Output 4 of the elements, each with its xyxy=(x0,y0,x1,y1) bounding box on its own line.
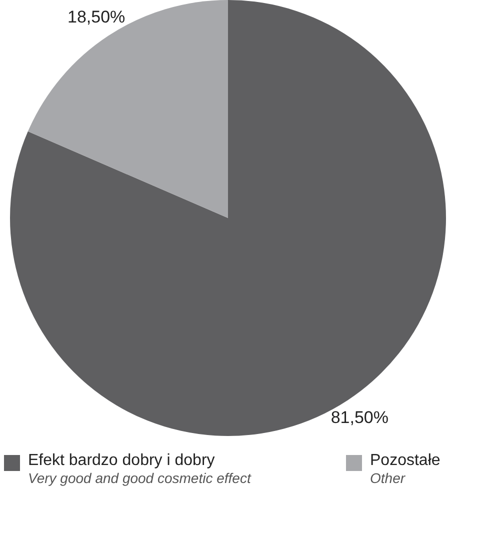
legend-label: Pozostałe Other xyxy=(370,452,440,486)
legend-label: Efekt bardzo dobry i dobry Very good and good cosmetic effect xyxy=(28,452,251,486)
data-label: 81,50% xyxy=(330,408,388,428)
data-label: 18,50% xyxy=(68,7,126,26)
